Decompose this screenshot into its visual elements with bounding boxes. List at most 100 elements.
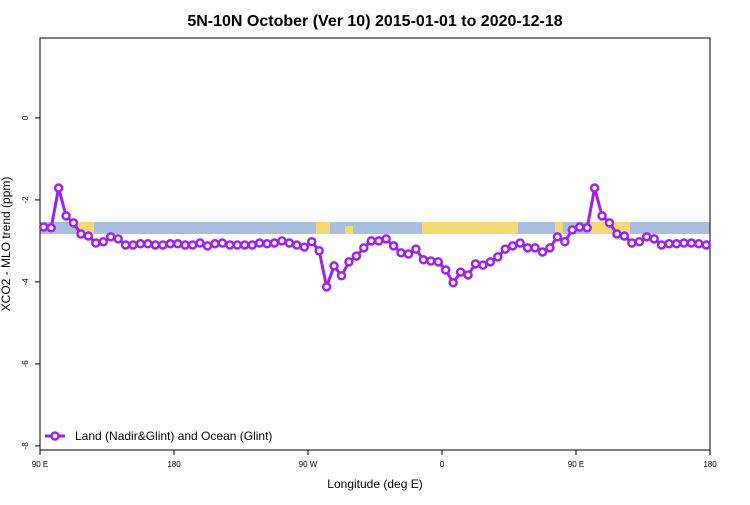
data-point (634, 236, 645, 247)
data-point (306, 236, 317, 247)
data-point (158, 240, 168, 250)
data-point (701, 240, 712, 250)
data-point (314, 246, 324, 256)
data-point (61, 211, 71, 221)
data-point (232, 240, 243, 250)
data-point (128, 240, 138, 250)
data-point (522, 243, 533, 253)
data-point (567, 225, 578, 235)
data-point (463, 270, 473, 280)
x-tick-label: 90 E (568, 460, 584, 469)
data-point (98, 236, 109, 247)
data-point (664, 239, 674, 249)
data-point (381, 234, 391, 244)
x-tick-label: 0 (440, 460, 445, 469)
data-point (433, 257, 444, 267)
data-point (560, 236, 570, 247)
data-point (455, 267, 466, 277)
data-point (619, 231, 630, 241)
x-tick-label: 90 W (299, 460, 318, 469)
data-point (46, 223, 56, 233)
data-point (545, 243, 555, 253)
data-point (373, 236, 384, 246)
data-point (411, 244, 421, 254)
data-point (388, 241, 399, 251)
legend-label: Land (Nadir&Glint) and Ocean (Glint) (75, 429, 272, 443)
y-tick-label: 0 (21, 115, 30, 120)
data-point (53, 183, 64, 193)
data-point (589, 183, 600, 193)
data-point (649, 234, 659, 244)
data-point (150, 240, 161, 250)
data-point (478, 260, 488, 270)
map-strip (40, 222, 710, 234)
y-tick-label: -4 (21, 278, 30, 286)
data-point (299, 242, 310, 252)
data-point (403, 249, 414, 259)
land-patch (316, 222, 330, 234)
chart-title: 5N-10N October (Ver 10) 2015-01-01 to 20… (187, 13, 562, 30)
y-tick-label: -6 (21, 360, 30, 368)
y-tick-label: -2 (21, 196, 30, 204)
data-point (336, 271, 347, 281)
land-patch (555, 222, 563, 234)
data-point (210, 239, 220, 249)
legend-marker (50, 431, 60, 441)
data-point (500, 244, 511, 254)
data-point (396, 248, 406, 258)
ocean-band (40, 222, 710, 234)
data-point (239, 240, 250, 250)
data-point (515, 238, 525, 248)
data-point (180, 240, 190, 250)
data-point (686, 238, 697, 248)
data-point (366, 236, 377, 246)
data-point (68, 218, 79, 228)
data-point (321, 282, 332, 292)
data-point (195, 238, 205, 248)
data-point (418, 255, 429, 265)
data-point (448, 277, 458, 288)
data-point (262, 239, 272, 249)
data-point (284, 238, 295, 248)
data-point (694, 239, 704, 249)
data-point (344, 257, 354, 267)
data-point (202, 241, 213, 251)
data-point (485, 257, 496, 267)
data-point (187, 240, 198, 250)
data-point (217, 238, 228, 248)
data-point (91, 238, 101, 248)
data-point (470, 259, 481, 269)
data-point (604, 218, 615, 228)
data-point (351, 251, 362, 261)
data-point (172, 239, 183, 249)
x-axis-label: Longitude (deg E) (327, 477, 422, 491)
y-axis-label: XCO2 - MLO trend (ppm) (0, 177, 13, 312)
y-tick-label: -8 (21, 442, 30, 450)
data-point (38, 222, 49, 232)
x-tick-label: 180 (703, 460, 717, 469)
data-point (277, 236, 287, 246)
data-point (537, 247, 548, 257)
data-point (440, 265, 451, 275)
data-point (359, 243, 369, 253)
series-line (43, 187, 707, 293)
data-point (426, 256, 436, 266)
x-tick-label: 180 (167, 460, 181, 469)
data-point (679, 238, 689, 248)
data-point (76, 229, 86, 239)
data-point (574, 222, 585, 232)
land-patch (422, 222, 518, 234)
data-point (292, 240, 302, 250)
data-point (507, 241, 518, 251)
data-point (493, 252, 503, 262)
data-point (641, 232, 652, 242)
data-point (627, 238, 637, 248)
data-point (143, 239, 153, 249)
land-patch (345, 226, 353, 234)
data-point (269, 238, 280, 248)
data-point (225, 240, 235, 250)
data-point (552, 232, 563, 242)
data-point (83, 231, 94, 241)
data-point (254, 238, 265, 248)
